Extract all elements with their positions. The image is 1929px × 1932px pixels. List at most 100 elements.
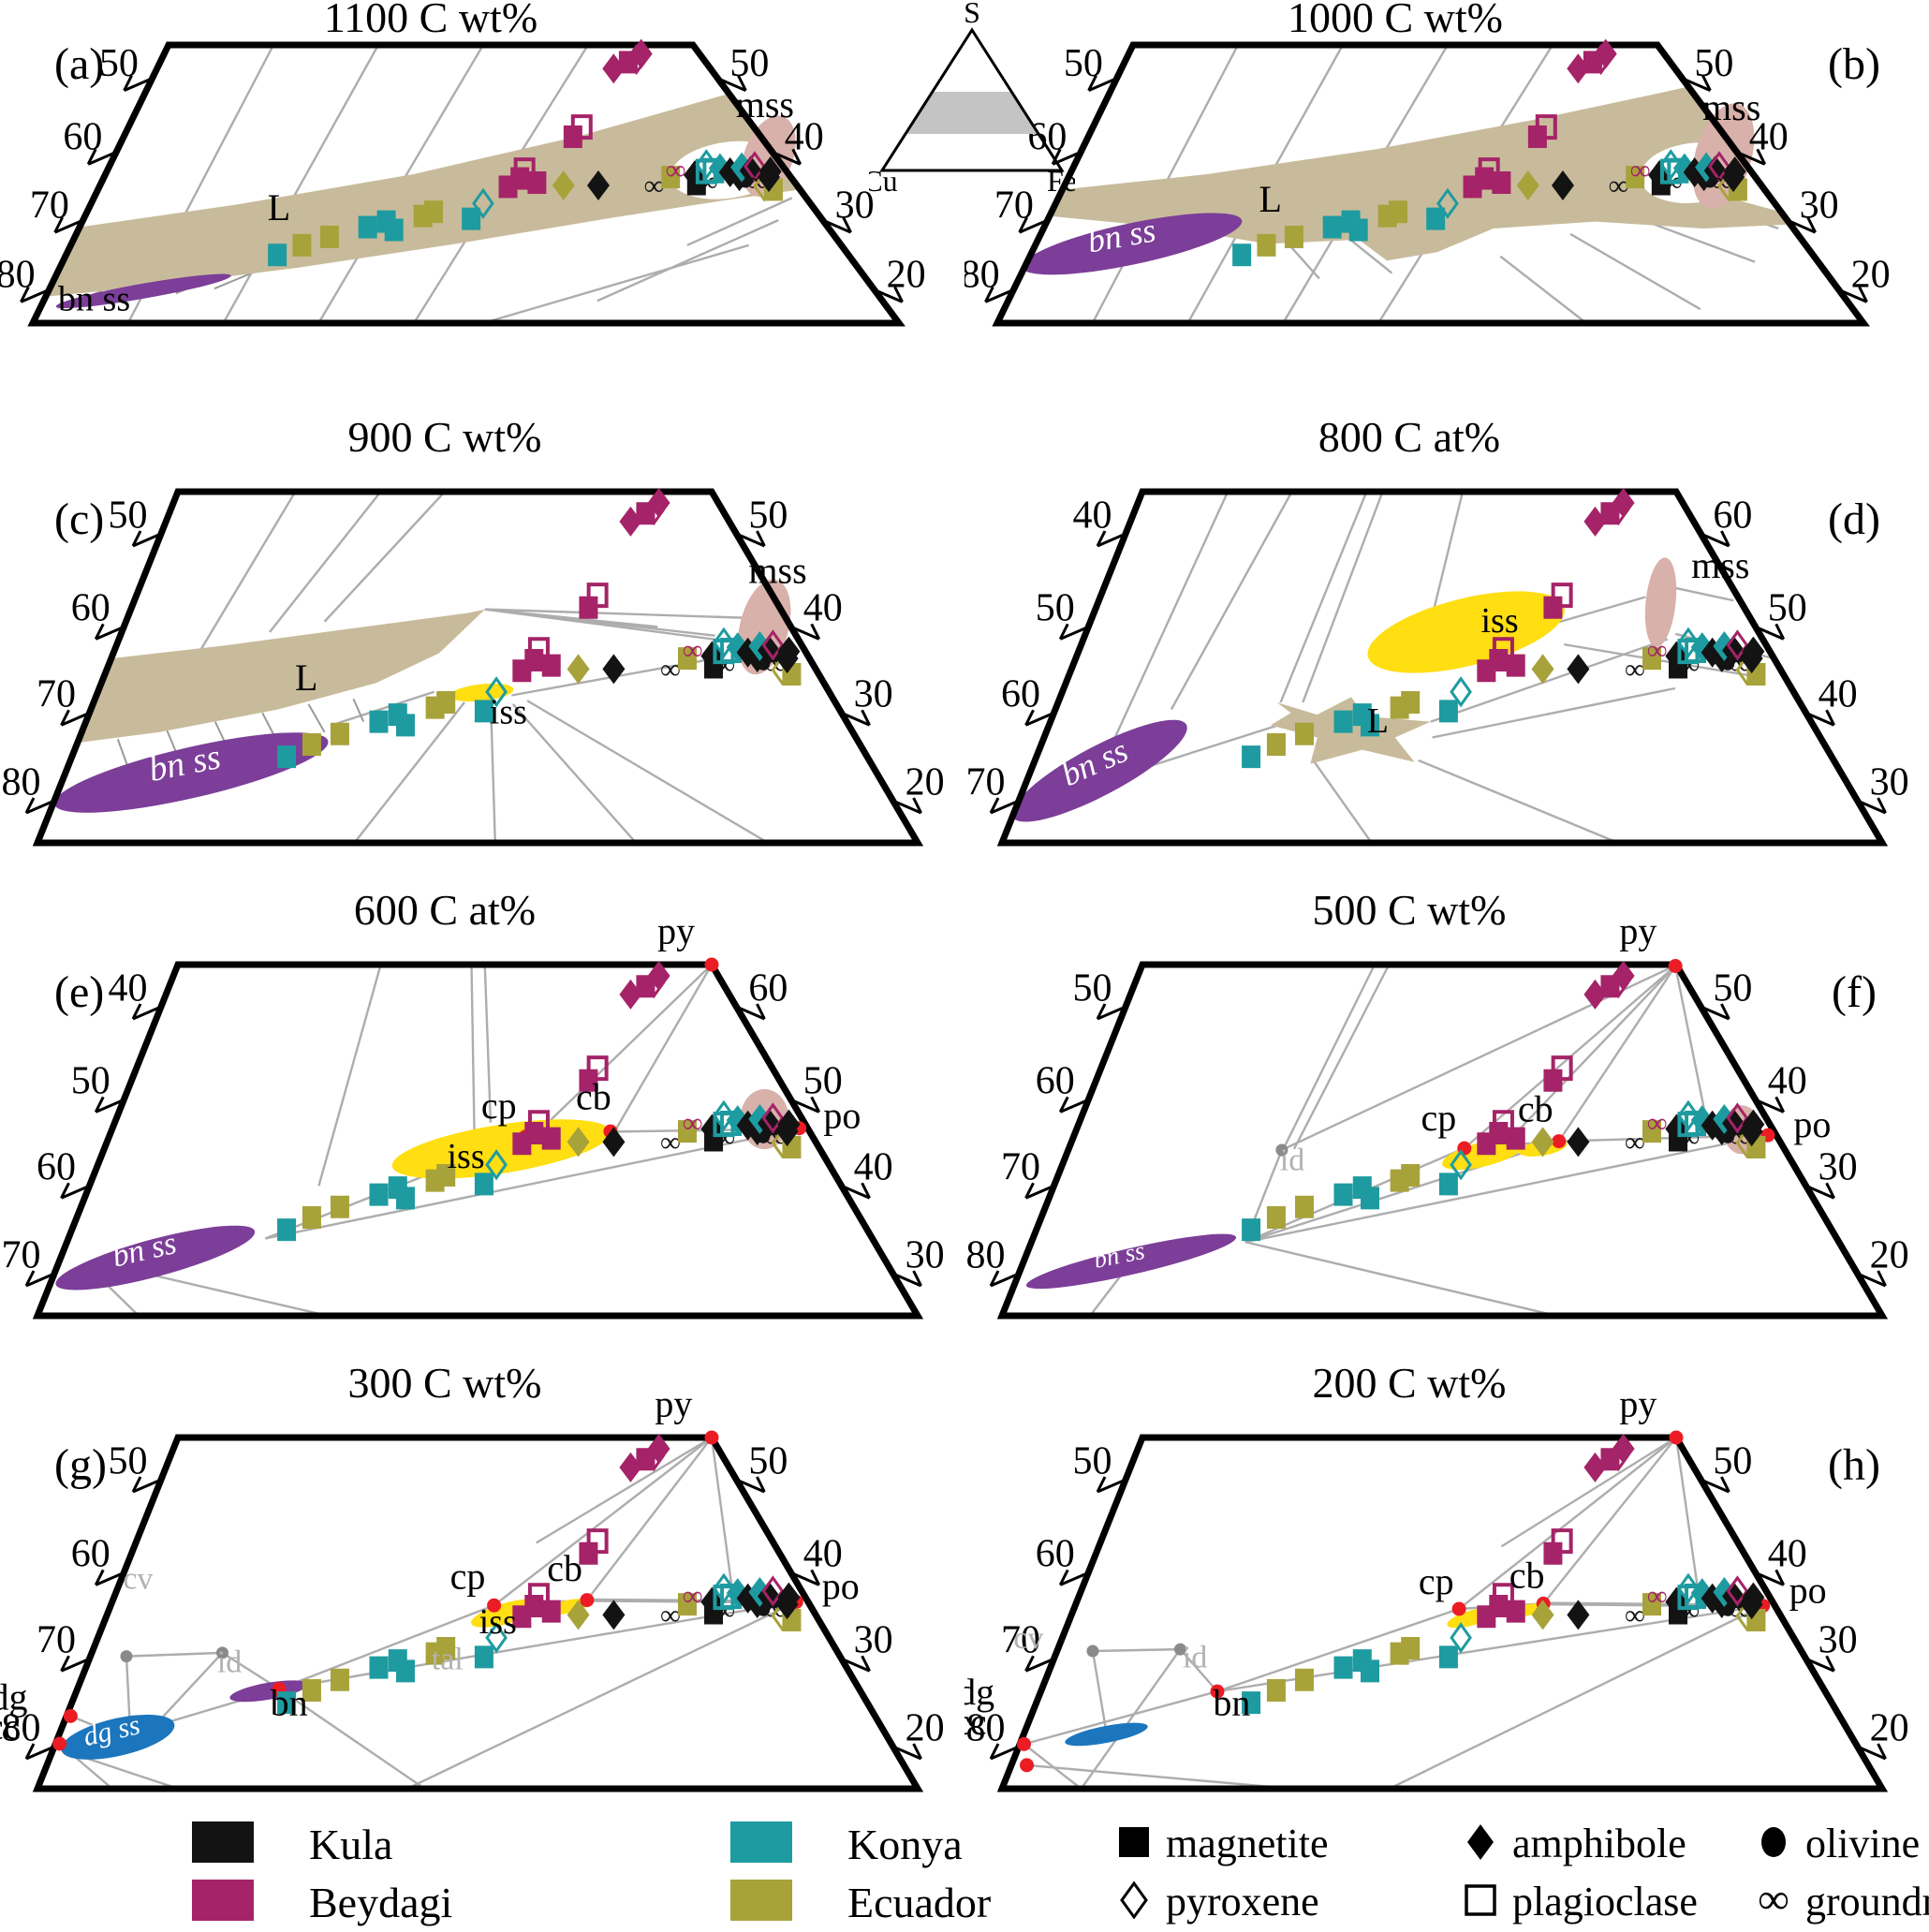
left-tick-label: 50: [71, 1060, 110, 1103]
point-magnetite: [1642, 1593, 1661, 1616]
point-magnetite: [1401, 1164, 1421, 1187]
inset-triangle: [879, 27, 1065, 172]
tie-line: [482, 243, 750, 325]
tick-mark: [1024, 709, 1035, 726]
point-pyroxene: [1677, 1572, 1700, 1604]
inset-ternary: S Cu Fe: [862, 0, 1077, 198]
phase-label-iss: iss: [1480, 601, 1518, 641]
tick-mark: [1700, 1478, 1730, 1494]
point-amphibole: [758, 156, 782, 187]
point-groundmass: ∞: [1625, 1600, 1644, 1630]
right-tick-label: 40: [1768, 1060, 1807, 1103]
left-tick-label: 70: [30, 184, 69, 227]
phase-dot-gray: [1173, 1643, 1186, 1656]
legend-label-amphibole: amphibole: [1512, 1821, 1686, 1866]
tick-mark: [25, 1745, 55, 1761]
point-magnetite: [436, 691, 456, 714]
right-tick-label: 30: [1819, 1619, 1858, 1662]
tick-mark: [735, 1478, 765, 1494]
tie-line: [1506, 965, 1677, 1143]
left-tick-label: 80: [966, 1706, 1006, 1749]
right-tick-label: 50: [748, 494, 788, 537]
phase-label-cv: cv: [1013, 1621, 1043, 1656]
phase-dot-red: [63, 1708, 78, 1723]
right-tick-label: 20: [906, 760, 945, 804]
point-pyroxene: [485, 676, 508, 708]
panel-corner-label: (f): [1832, 967, 1877, 1017]
point-amphibole: [1551, 170, 1574, 200]
region-purple: [1011, 719, 1187, 822]
right-tick-label: 30: [854, 1619, 893, 1662]
tick-mark: [1024, 1182, 1035, 1199]
plot-border: [996, 488, 1889, 847]
tie-line: [511, 703, 638, 844]
tie-line: [526, 700, 769, 845]
point-pyroxene: [1726, 1575, 1749, 1607]
tick-mark: [841, 711, 871, 727]
tie-line: [1282, 964, 1377, 1150]
phase-label-cc: cc: [964, 1701, 987, 1743]
tie-line: [1244, 1134, 1769, 1244]
point-amphibole: [602, 1127, 626, 1158]
tick-mark: [1806, 216, 1817, 233]
tick-mark: [1805, 711, 1835, 727]
point-magnetite: [277, 1218, 297, 1242]
point-magnetite: [1333, 710, 1353, 733]
point-pyroxene: [1450, 676, 1472, 708]
phase-dot-red: [1669, 1430, 1684, 1445]
point-magnetite: [319, 225, 339, 248]
tick-mark: [1096, 530, 1107, 547]
point-magnetite: [302, 1679, 321, 1702]
tick-mark: [735, 1005, 765, 1021]
tie-line: [1674, 1437, 1700, 1593]
tick-mark: [1857, 1745, 1887, 1761]
phase-label-dg: dg: [964, 1671, 994, 1713]
point-amphibole: [1583, 506, 1607, 537]
tick-mark: [60, 1184, 91, 1200]
point-magnetite: [1232, 243, 1252, 267]
tick-mark: [756, 1476, 766, 1493]
point-pyroxene: [1436, 187, 1459, 219]
left-tick-label: 80: [2, 1706, 41, 1749]
tick-mark: [737, 74, 747, 92]
phase-dot-red: [1020, 1758, 1035, 1773]
legend-label-pyroxene: pyroxene: [1166, 1879, 1319, 1925]
panel-title: 1000 C wt%: [1288, 0, 1503, 41]
tie-line: [1458, 1437, 1677, 1610]
point-amphibole: [777, 636, 801, 667]
left-tick-label: 50: [1036, 587, 1075, 630]
point-amphibole: [1612, 488, 1635, 518]
point-amphibole: [1531, 1600, 1554, 1630]
point-magnetite: [1492, 171, 1511, 195]
point-magnetite: [1642, 647, 1661, 671]
right-tick-label: 40: [1749, 115, 1789, 158]
point-pyroxene: [761, 629, 785, 661]
point-magnetite: [330, 722, 349, 745]
tick-mark: [132, 532, 162, 548]
tick-mark: [989, 797, 1000, 814]
panel-g-plot: 5060708050403020∞∞∞∞pypocpcbisstalcviddg…: [0, 1359, 945, 1792]
tie-line: [1302, 491, 1384, 703]
point-magnetite: [1475, 167, 1495, 190]
tick-mark: [1825, 1182, 1835, 1199]
point-groundmass: ∞: [1647, 1108, 1667, 1139]
tie-line: [545, 964, 713, 1126]
tie-line: [1554, 596, 1646, 625]
phase-dot-red: [704, 957, 719, 972]
tick-mark: [24, 797, 36, 814]
tick-mark: [1059, 1098, 1089, 1113]
point-groundmass: ∞: [660, 1600, 680, 1630]
tie-line: [1499, 255, 1587, 324]
point-groundmass: ∞: [644, 170, 664, 201]
phase-label-id: id: [217, 1645, 242, 1680]
inset-label-Cu: Cu: [869, 164, 898, 194]
tick-mark: [1877, 797, 1887, 814]
left-tick-label: 60: [71, 587, 110, 630]
right-tick-label: 20: [1870, 1233, 1909, 1276]
tie-line: [1091, 1650, 1108, 1734]
left-tick-label: 60: [1036, 1060, 1075, 1103]
point-magnetite: [1333, 1183, 1353, 1206]
point-plagioclase: [1551, 1055, 1573, 1082]
phase-label-mss: mss: [1691, 544, 1749, 586]
legend-label-groundmass: groundmass: [1805, 1879, 1929, 1925]
